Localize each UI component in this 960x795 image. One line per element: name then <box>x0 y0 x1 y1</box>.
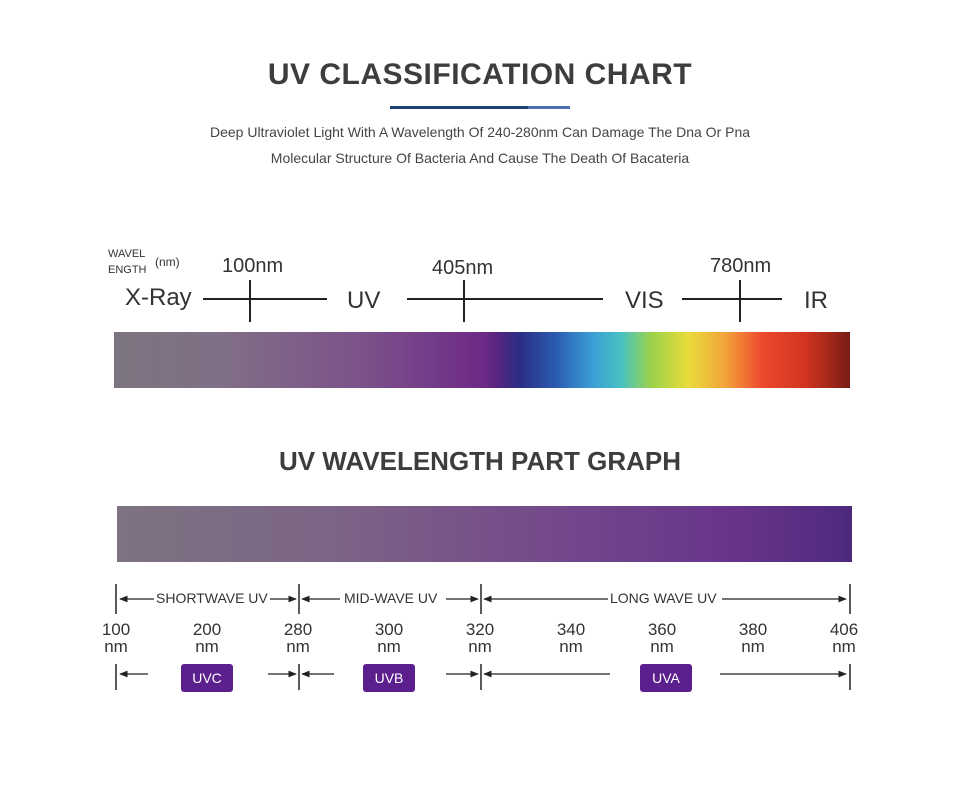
band-label-xray: X-Ray <box>125 284 192 311</box>
wavelength-number: 320 <box>465 620 495 639</box>
band-label-ir: IR <box>804 287 828 314</box>
band-label-vis: VIS <box>625 287 664 314</box>
wavelength-unit: nm <box>650 637 674 656</box>
tick-label-100nm: 100nm <box>222 255 284 277</box>
wavelength-unit: nm <box>559 637 583 656</box>
axis-line-vis-ir <box>682 298 782 300</box>
wavelength-unit: nm <box>195 637 219 656</box>
page-title: UV CLASSIFICATION CHART <box>267 58 693 91</box>
wavelength-unit: nm <box>741 637 765 656</box>
title-underline <box>390 106 528 109</box>
tick-100nm <box>249 280 251 322</box>
uv-graph-title: UV WAVELENGTH PART GRAPH <box>278 446 682 476</box>
wavelength-unit: nm <box>377 637 401 656</box>
wavelength-number: 340 <box>556 620 586 639</box>
axis-label-line-1: WAVEL <box>108 248 146 260</box>
wavelength-value-340: 340 nm <box>541 621 601 655</box>
title-underline-accent <box>528 106 570 109</box>
wavelength-number: 100 <box>101 620 131 639</box>
wavelength-value-100: 100 nm <box>86 621 146 655</box>
subtitle-line-1: Deep Ultraviolet Light With A Wavelength… <box>209 124 751 140</box>
wavelength-unit: nm <box>286 637 310 656</box>
wavelength-value-320: 320 nm <box>450 621 510 655</box>
axis-label-line-2: ENGTH <box>108 264 147 276</box>
segment-label-longwave: LONG WAVE UV <box>608 590 719 606</box>
tick-780nm <box>739 280 741 322</box>
uv-gradient-bar <box>117 506 852 562</box>
wavelength-value-406: 406 nm <box>814 621 874 655</box>
wavelength-unit: nm <box>832 637 856 656</box>
wavelength-number: 406 <box>829 620 859 639</box>
axis-line-uv-vis <box>407 298 603 300</box>
wavelength-number: 280 <box>283 620 313 639</box>
tick-label-405nm: 405nm <box>432 257 494 279</box>
badge-uva: UVA <box>640 664 692 692</box>
tick-label-780nm: 780nm <box>710 255 772 277</box>
wavelength-number: 360 <box>647 620 677 639</box>
segment-label-midwave: MID-WAVE UV <box>342 590 440 606</box>
spectrum-gradient-bar <box>114 332 850 388</box>
badge-uvb: UVB <box>363 664 415 692</box>
badge-uvc: UVC <box>181 664 233 692</box>
axis-line-xray-uv <box>203 298 327 300</box>
wavelength-number: 300 <box>374 620 404 639</box>
wavelength-value-200: 200 nm <box>177 621 237 655</box>
wavelength-unit: nm <box>468 637 492 656</box>
wavelength-unit: nm <box>104 637 128 656</box>
wavelength-number: 200 <box>192 620 222 639</box>
wavelength-value-280: 280 nm <box>268 621 328 655</box>
axis-unit: (nm) <box>155 255 180 269</box>
subtitle-line-2: Molecular Structure Of Bacteria And Caus… <box>270 150 690 166</box>
wavelength-number: 380 <box>738 620 768 639</box>
wavelength-value-380: 380 nm <box>723 621 783 655</box>
tick-405nm <box>463 280 465 322</box>
wavelength-value-360: 360 nm <box>632 621 692 655</box>
band-label-uv: UV <box>347 287 381 314</box>
segment-label-shortwave: SHORTWAVE UV <box>154 590 270 606</box>
wavelength-value-300: 300 nm <box>359 621 419 655</box>
